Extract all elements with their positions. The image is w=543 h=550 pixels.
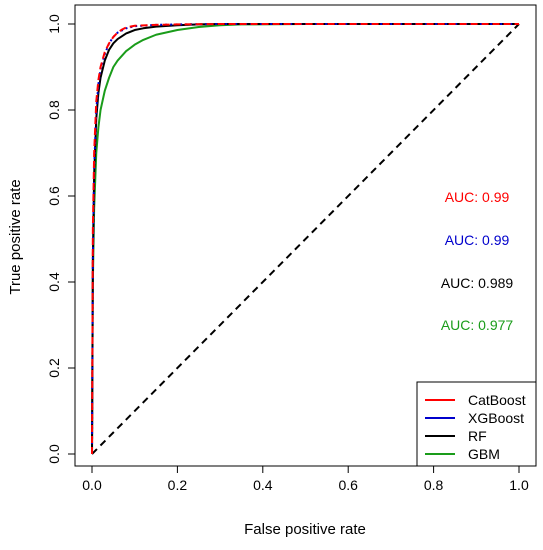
y-tick-label: 0.4 [46,272,62,292]
y-tick-label: 0.8 [46,100,62,120]
series-line-catboost [91,23,519,455]
x-tick-label: 0.4 [253,477,273,493]
auc-label-xgboost: AUC: 0.99 [445,232,510,248]
x-tick-label: 0.8 [424,477,444,493]
auc-label-rf: AUC: 0.989 [441,275,514,291]
series-layer [91,23,519,455]
axes-layer: 0.0 0.2 0.4 0.6 0.8 1.0 0.0 0.2 0.4 0.6 0.8 1.0 [46,14,529,493]
legend-label-rf: RF [468,428,487,444]
chance-diagonal-line [91,23,520,455]
x-axis-title: False positive rate [244,521,366,538]
x-tick-label: 1.0 [509,477,529,493]
x-tick-label: 0.2 [168,477,188,493]
x-tick-label: 0.6 [338,477,358,493]
legend-label-xgboost: XGBoost [468,410,524,426]
legend: CatBoost XGBoost RF GBM [416,381,537,467]
y-axis-title: True positive rate [7,179,24,294]
reference-line-layer [91,23,520,455]
y-tick-label: 0.6 [46,186,62,206]
auc-label-gbm: AUC: 0.977 [441,317,514,333]
y-tick-label: 0.2 [46,358,62,378]
y-tick-label: 1.0 [46,14,62,34]
legend-label-gbm: GBM [468,446,500,462]
legend-box [416,381,537,467]
legend-label-catboost: CatBoost [468,392,526,408]
y-tick-label: 0.0 [46,444,62,464]
series-line-gbm [91,23,519,455]
x-tick-label: 0.0 [82,477,102,493]
auc-label-catboost: AUC: 0.99 [445,189,510,205]
auc-labels: AUC: 0.99 AUC: 0.99 AUC: 0.989 AUC: 0.977 [441,189,514,333]
